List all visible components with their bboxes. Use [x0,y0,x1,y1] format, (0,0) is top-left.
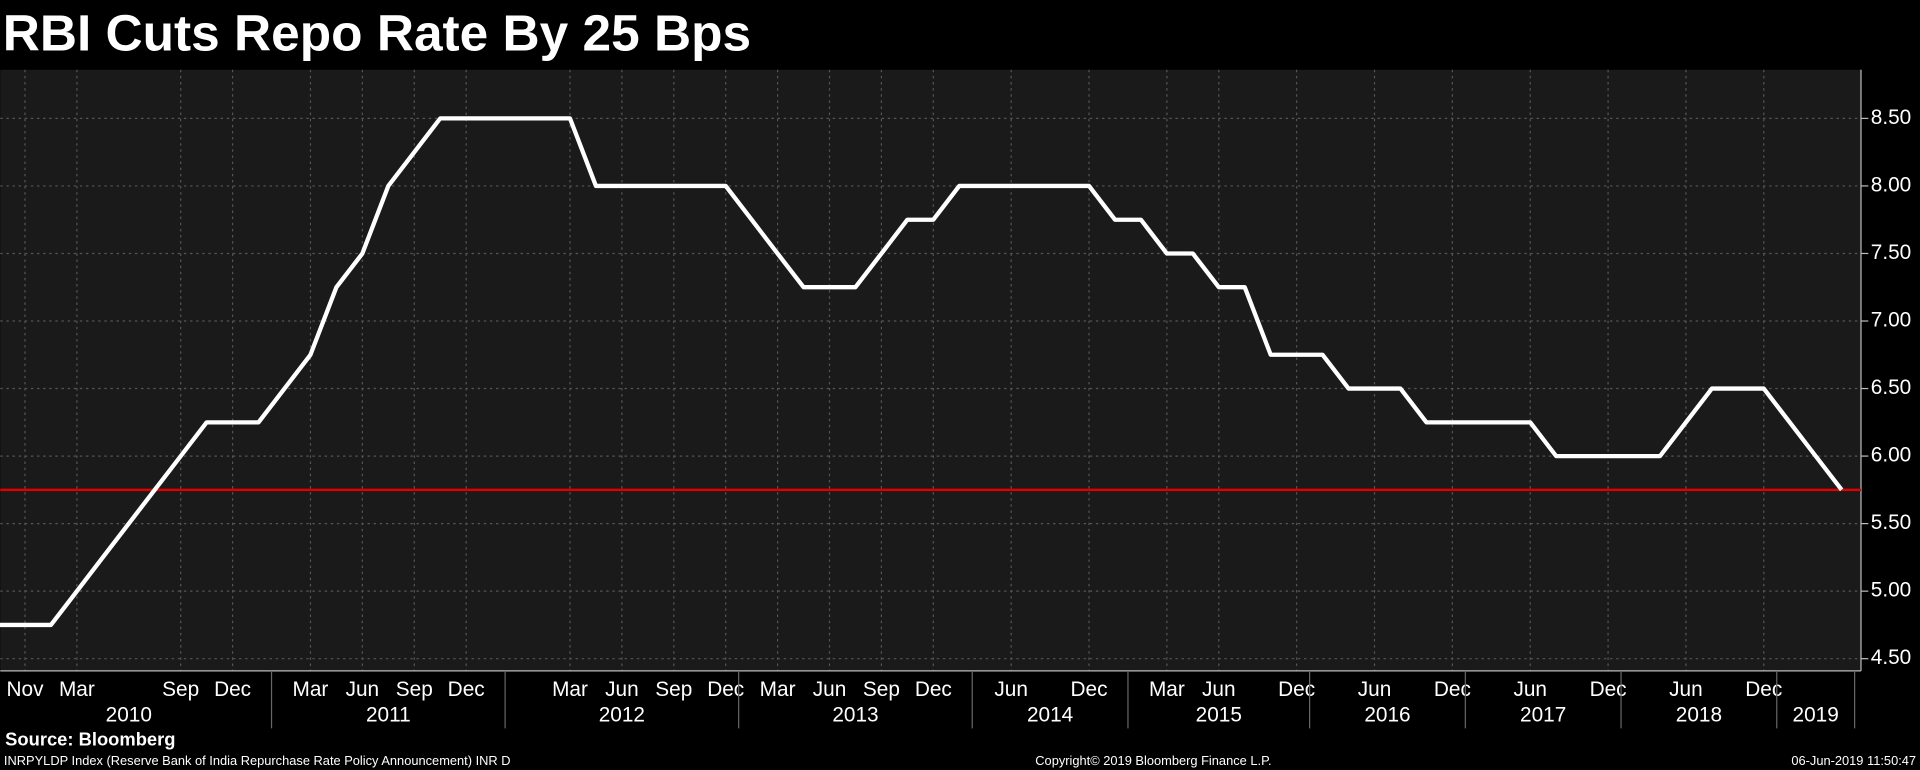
x-tick-label: Dec [1434,678,1471,701]
x-tick-label: Jun [605,678,639,701]
y-tick-label: 8.50 [1871,106,1911,129]
x-tick-label: Mar [293,678,329,701]
x-tick-label: Jun [1358,678,1392,701]
x-tick-label: Sep [162,678,199,701]
year-label: 2010 [106,704,152,727]
x-tick-label: Sep [655,678,692,701]
x-tick-label: Dec [1071,678,1108,701]
y-tick-label: 8.00 [1871,173,1911,196]
x-tick-label: Jun [994,678,1028,701]
x-tick-label: Mar [760,678,796,701]
x-tick-label: Dec [1590,678,1627,701]
source: Source: Bloomberg [5,728,175,749]
x-tick-label: Jun [813,678,847,701]
x-tick-label: Mar [1149,678,1185,701]
x-tick-label: Jun [346,678,380,701]
year-label: 2012 [599,704,645,727]
year-label: 2019 [1793,704,1839,727]
x-tick-label: Dec [214,678,251,701]
plot-area [0,69,1861,671]
x-tick-label: Mar [59,678,95,701]
x-tick-label: Sep [396,678,433,701]
year-label: 2017 [1520,704,1566,727]
data-line [0,116,1844,628]
year-label: 2016 [1364,704,1410,727]
x-tick-label: Jun [1513,678,1547,701]
year-label: 2014 [1027,704,1073,727]
year-label: 2018 [1676,704,1722,727]
x-tick-label: Jun [1669,678,1703,701]
footer-right: 06-Jun-2019 11:50:47 [1791,753,1916,768]
x-tick-label: Mar [552,678,588,701]
y-tick-label: 7.50 [1871,241,1911,264]
y-tick-label: 4.50 [1871,646,1911,669]
x-tick-label: Sep [863,678,900,701]
y-tick-label: 6.50 [1871,376,1911,399]
x-tick-label: Dec [1745,678,1782,701]
y-tick-label: 6.00 [1871,444,1911,467]
year-label: 2013 [832,704,878,727]
x-tick-label: Nov [6,678,44,701]
footer-left: INRPYLDP Index (Reserve Bank of India Re… [4,753,511,768]
x-tick-label: Dec [448,678,485,701]
x-tick-label: Dec [1278,678,1315,701]
year-label: 2011 [366,704,411,727]
chart-title: RBI Cuts Repo Rate By 25 Bps [3,3,751,61]
x-tick-label: Jun [1202,678,1236,701]
y-tick-label: 7.00 [1871,309,1911,332]
x-tick-label: Dec [915,678,952,701]
year-label: 2015 [1196,704,1242,727]
footer-center: Copyright© 2019 Bloomberg Finance L.P. [1035,753,1271,768]
y-tick-label: 5.00 [1871,579,1911,602]
plot: 4.50 5.00 5.50 6.00 6.50 7.00 7.50 8.00 8.50 Nov M… [0,69,1911,729]
y-tick-label: 5.50 [1871,511,1911,534]
x-tick-label: Dec [707,678,744,701]
